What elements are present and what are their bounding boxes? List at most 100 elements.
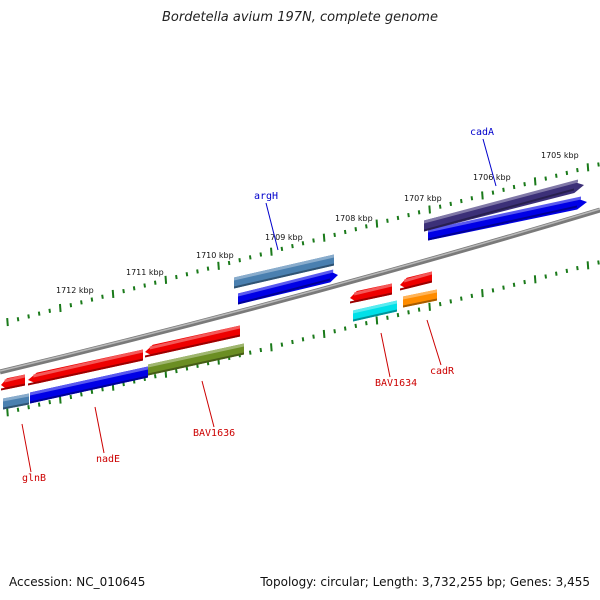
backbone-line <box>0 207 600 375</box>
outer-tick <box>153 280 157 285</box>
glnB-cds[interactable] <box>3 393 29 410</box>
topology-text: Topology: circular; Length: 3,732,255 bp… <box>260 575 590 589</box>
outer-tick <box>280 246 284 252</box>
outer-tick <box>438 204 442 209</box>
inner-tick <box>16 407 20 412</box>
nadE-cds[interactable] <box>30 366 148 404</box>
outer-tick <box>206 266 210 271</box>
nadE-gene[interactable] <box>28 349 143 386</box>
BAV1636-gene[interactable] <box>145 325 240 358</box>
outer-tick <box>481 191 484 200</box>
outer-tick <box>291 243 294 249</box>
outer-tick <box>322 233 326 242</box>
inner-tick <box>153 374 157 379</box>
BAV1636-cds[interactable] <box>148 343 244 376</box>
inner-tick <box>312 334 315 339</box>
inner-tick <box>417 307 421 312</box>
outer-tick <box>343 229 347 235</box>
inner-tick <box>291 339 294 345</box>
outer-tick <box>301 241 305 246</box>
argH-cds[interactable] <box>238 269 338 305</box>
outer-tick <box>37 311 41 316</box>
outer-tick <box>396 215 400 221</box>
gene-label-glnb[interactable]: glnB <box>21 423 46 484</box>
outer-tick <box>259 252 263 257</box>
inner-tick <box>27 405 30 410</box>
BAV1634-cds[interactable] <box>353 300 397 322</box>
inner-tick <box>69 394 73 400</box>
inner-tick <box>101 387 104 392</box>
outer-tick <box>69 303 73 308</box>
inner-tick <box>554 271 558 276</box>
outer-tick <box>523 182 526 187</box>
svg-text:cadA: cadA <box>470 127 494 138</box>
gene-label-layer: cadA argH BAV1634 cadR BAV1636 nadE glnB <box>21 127 497 484</box>
outer-tick <box>586 163 590 172</box>
gene-label-bav1636[interactable]: BAV1636 <box>193 380 235 439</box>
inner-tick <box>333 329 336 334</box>
outer-tick <box>460 198 463 204</box>
argH-gene[interactable] <box>234 254 334 289</box>
outer-tick <box>217 261 220 270</box>
outer-tick <box>375 219 379 228</box>
outer-tick <box>354 227 358 232</box>
feature-layer <box>1 179 587 410</box>
outer-tick <box>48 308 52 313</box>
outer-tick <box>312 238 315 243</box>
outer-tick <box>565 170 569 176</box>
inner-tick <box>597 260 600 265</box>
map-title: Bordetella avium 197N, complete genome <box>162 10 438 25</box>
glnB-gene[interactable] <box>1 374 25 391</box>
scale-label-layer: 1712 kbp 1711 kbp 1710 kbp 1709 kbp 1708 kbp… <box>56 151 579 295</box>
inner-tick <box>80 392 83 397</box>
inner-tick <box>6 408 9 417</box>
inner-tick <box>396 312 400 318</box>
outer-tick <box>576 167 579 173</box>
inner-tick <box>586 261 590 270</box>
scale-label: 1710 kbp <box>196 251 234 260</box>
gene-label-nade[interactable]: nadE <box>94 406 120 465</box>
inner-tick <box>565 268 569 274</box>
outer-tick <box>248 255 252 260</box>
outer-tick <box>533 177 537 186</box>
outer-tick-track <box>6 162 600 327</box>
scale-label: 1711 kbp <box>126 268 164 277</box>
outer-tick <box>58 303 62 313</box>
outer-tick <box>270 247 273 256</box>
BAV1634-gene[interactable] <box>350 283 392 304</box>
inner-tick <box>438 301 442 307</box>
gene-label-cadr[interactable]: cadR <box>426 319 455 377</box>
gene-label-argh[interactable]: argH <box>254 191 279 251</box>
inner-tick <box>449 299 453 304</box>
scale-label: 1706 kbp <box>473 173 511 182</box>
outer-tick <box>428 205 431 214</box>
inner-tick <box>343 326 347 331</box>
cadA-gene[interactable] <box>424 179 584 232</box>
outer-tick <box>27 314 30 319</box>
inner-tick <box>428 302 431 311</box>
inner-tick <box>470 293 474 299</box>
gene-label-cada[interactable]: cadA <box>470 127 497 187</box>
inner-tick <box>523 279 526 285</box>
outer-tick <box>16 317 20 322</box>
inner-tick <box>354 323 358 329</box>
scale-label: 1705 kbp <box>541 151 579 160</box>
cadR-gene[interactable] <box>400 271 432 291</box>
outer-tick <box>491 190 495 195</box>
gene-label-bav1634[interactable]: BAV1634 <box>375 332 417 389</box>
accession-text: Accession: NC_010645 <box>9 575 146 589</box>
outer-tick <box>238 258 241 263</box>
inner-tick <box>512 282 516 287</box>
outer-tick <box>449 201 453 207</box>
cadA-cds[interactable] <box>428 196 587 241</box>
svg-text:argH: argH <box>254 191 278 202</box>
inner-tick <box>37 402 41 407</box>
outer-tick <box>386 218 389 223</box>
cadR-cds[interactable] <box>403 289 437 308</box>
outer-tick <box>143 283 146 288</box>
outer-tick <box>90 297 94 302</box>
outer-tick <box>554 173 558 178</box>
svg-text:BAV1636: BAV1636 <box>193 428 235 439</box>
outer-tick <box>333 232 336 237</box>
